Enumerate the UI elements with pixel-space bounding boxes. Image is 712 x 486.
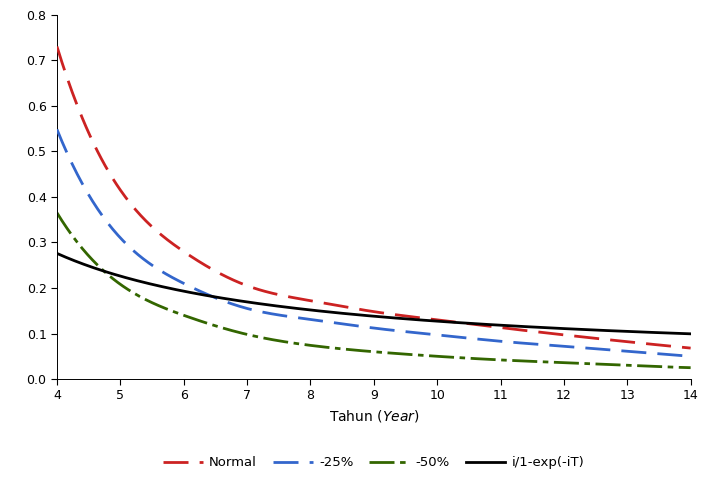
X-axis label: Tahun ($\it{Year}$): Tahun ($\it{Year}$) [328, 408, 419, 424]
Legend: Normal, -25%, -50%, i/1-exp(-iT): Normal, -25%, -50%, i/1-exp(-iT) [158, 451, 590, 474]
